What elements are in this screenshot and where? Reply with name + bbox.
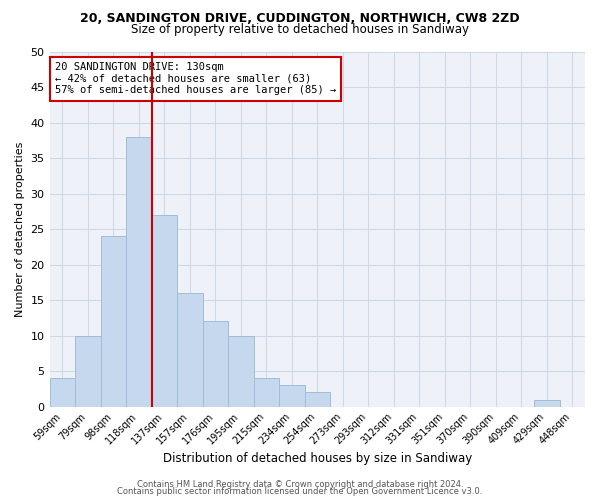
Bar (228, 336, 254, 406)
Text: 20, SANDINGTON DRIVE, CUDDINGTON, NORTHWICH, CW8 2ZD: 20, SANDINGTON DRIVE, CUDDINGTON, NORTHW… (80, 12, 520, 26)
Text: Contains public sector information licensed under the Open Government Licence v3: Contains public sector information licen… (118, 488, 482, 496)
Bar (177, 293, 203, 406)
Bar (203, 322, 228, 406)
Bar (279, 386, 305, 406)
Bar (50, 378, 75, 406)
Bar (305, 392, 330, 406)
Bar (126, 136, 152, 406)
Bar (534, 400, 560, 406)
Bar (254, 378, 279, 406)
Bar (152, 215, 177, 406)
Text: Size of property relative to detached houses in Sandiway: Size of property relative to detached ho… (131, 22, 469, 36)
Bar (101, 236, 126, 406)
X-axis label: Distribution of detached houses by size in Sandiway: Distribution of detached houses by size … (163, 452, 472, 465)
Text: Contains HM Land Registry data © Crown copyright and database right 2024.: Contains HM Land Registry data © Crown c… (137, 480, 463, 489)
Bar (75, 336, 101, 406)
Y-axis label: Number of detached properties: Number of detached properties (15, 142, 25, 317)
Text: 20 SANDINGTON DRIVE: 130sqm
← 42% of detached houses are smaller (63)
57% of sem: 20 SANDINGTON DRIVE: 130sqm ← 42% of det… (55, 62, 336, 96)
